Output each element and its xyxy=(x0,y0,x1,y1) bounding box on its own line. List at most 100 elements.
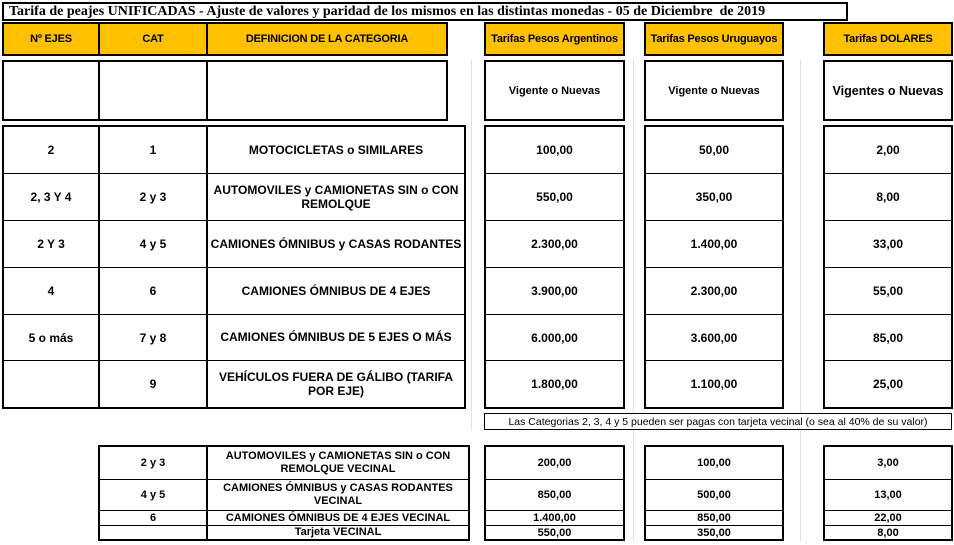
cell-definicion: AUTOMOVILES y CAMIONETAS SIN o CON REMOL… xyxy=(206,174,464,220)
column-header-cat: CAT xyxy=(98,24,206,54)
main-table-dolares: 2,00 8,00 33,00 55,00 85,00 25,00 xyxy=(823,125,953,409)
cell-tarifa-usd: 22,00 xyxy=(874,512,902,524)
cell-ejes: 2, 3 Y 4 xyxy=(30,190,72,204)
subheader-left-group xyxy=(2,60,448,121)
cell-tarifa-usd: 2,00 xyxy=(876,143,900,157)
table-row: 2,00 xyxy=(825,127,951,173)
empty-cell xyxy=(206,62,446,119)
cell-tarifa-uyu: 850,00 xyxy=(697,512,731,524)
table-row: 100,00 xyxy=(486,127,623,173)
cell-definicion: MOTOCICLETAS o SIMILARES xyxy=(206,127,464,173)
cell-tarifa-usd: 33,00 xyxy=(872,237,904,251)
main-table-left: 2 1 MOTOCICLETAS o SIMILARES 2, 3 Y 4 2 … xyxy=(2,125,466,409)
cell-cat: 7 y 8 xyxy=(98,315,206,360)
cell-cat: 6 xyxy=(149,512,157,524)
cell-ejes: 2 Y 3 xyxy=(37,237,65,251)
cell-tarifa-uyu: 100,00 xyxy=(697,457,731,469)
cell-ejes xyxy=(4,361,98,407)
table-row: 6 CAMIONES ÓMNIBUS DE 4 EJES VECINAL xyxy=(100,510,468,525)
cell-definicion: CAMIONES ÓMNIBUS DE 4 EJES xyxy=(206,268,464,314)
table-row: 350,00 xyxy=(646,525,782,539)
cell-tarifa-usd: 8,00 xyxy=(876,190,900,204)
gridline xyxy=(471,60,472,430)
cell-tarifa-usd: 25,00 xyxy=(872,377,904,391)
column-header-dolares: Tarifas DOLARES xyxy=(823,22,953,56)
table-row: 4 6 CAMIONES ÓMNIBUS DE 4 EJES xyxy=(4,267,464,314)
cell-tarifa-ars: 550,00 xyxy=(537,526,572,539)
column-header-definicion: DEFINICION DE LA CATEGORIA xyxy=(206,24,446,54)
cell-tarifa-ars: 6.000,00 xyxy=(531,330,578,345)
cell-tarifa-ars: 550,00 xyxy=(536,190,573,204)
subheader-uruguayos: Vigente o Nuevas xyxy=(644,60,784,121)
cell-definicion: CAMIONES ÓMNIBUS DE 4 EJES VECINAL xyxy=(206,511,468,525)
cell-tarifa-ars: 850,00 xyxy=(537,489,572,501)
cell-cat: 2 y 3 xyxy=(98,174,206,220)
cell-tarifa-ars: 1.400,00 xyxy=(533,512,576,524)
table-row: 1.100,00 xyxy=(646,360,782,407)
column-header-pesos-argentinos: Tarifas Pesos Argentinos xyxy=(484,22,625,56)
empty-cell xyxy=(98,62,206,119)
cell-cat: 2 y 3 xyxy=(140,457,166,469)
table-row: 25,00 xyxy=(825,360,951,407)
main-table-argentinos: 100,00 550,00 2.300,00 3.900,00 6.000,00… xyxy=(484,125,625,409)
table-row: 2.300,00 xyxy=(646,267,782,314)
subheader-argentinos: Vigente o Nuevas xyxy=(484,60,625,121)
table-row: 22,00 xyxy=(825,510,951,525)
cell-cat xyxy=(100,526,206,539)
cell-cat: 9 xyxy=(98,361,206,407)
table-row: 55,00 xyxy=(825,267,951,314)
vecinal-table-uruguayos: 100,00 500,00 850,00 350,00 xyxy=(644,445,784,541)
table-row: 13,00 xyxy=(825,479,951,510)
column-header-ejes: Nº EJES xyxy=(30,33,72,45)
cell-cat: 4 y 5 xyxy=(98,221,206,267)
cell-definicion: AUTOMOVILES y CAMIONETAS SIN o CON REMOL… xyxy=(206,447,468,479)
table-row: 5 o más 7 y 8 CAMIONES ÓMNIBUS DE 5 EJES… xyxy=(4,314,464,360)
cell-tarifa-ars: 200,00 xyxy=(537,457,572,469)
table-row: 2 1 MOTOCICLETAS o SIMILARES xyxy=(4,127,464,173)
table-row: 550,00 xyxy=(486,173,623,220)
cell-ejes: 2 xyxy=(47,143,55,157)
gridline xyxy=(800,60,801,541)
cell-cat: 1 xyxy=(98,127,206,173)
table-row: 9 VEHÍCULOS FUERA DE GÁLIBO (TARIFA POR … xyxy=(4,360,464,407)
main-table-uruguayos: 50,00 350,00 1.400,00 2.300,00 3.600,00 … xyxy=(644,125,784,409)
table-row: 50,00 xyxy=(646,127,782,173)
cell-tarifa-uyu: 1.400,00 xyxy=(690,237,738,251)
table-row: 6.000,00 xyxy=(486,314,623,360)
cell-tarifa-usd: 55,00 xyxy=(872,284,904,298)
table-row: 4 y 5 CAMIONES ÓMNIBUS y CASAS RODANTES … xyxy=(100,479,468,510)
subheader-dolares: Vigentes o Nuevas xyxy=(823,60,953,121)
table-row: 2.300,00 xyxy=(486,220,623,267)
page-title: Tarifa de peajes UNIFICADAS - Ajuste de … xyxy=(2,2,848,21)
cell-tarifa-uyu: 3.600,00 xyxy=(690,330,738,345)
table-row: 2 Y 3 4 y 5 CAMIONES ÓMNIBUS y CASAS ROD… xyxy=(4,220,464,267)
cell-tarifa-uyu: 1.100,00 xyxy=(690,377,738,391)
cell-tarifa-usd: 13,00 xyxy=(874,489,902,501)
table-row: 1.800,00 xyxy=(486,360,623,407)
cell-definicion: Tarjeta VECINAL xyxy=(206,526,468,539)
cell-tarifa-uyu: 50,00 xyxy=(698,143,730,157)
table-row: 200,00 xyxy=(486,447,623,479)
table-row: 8,00 xyxy=(825,173,951,220)
table-row: 850,00 xyxy=(646,510,782,525)
header-left-group: Nº EJES CAT DEFINICION DE LA CATEGORIA xyxy=(2,22,448,56)
vecinal-note: Las Categorias 2, 3, 4 y 5 pueden ser pa… xyxy=(484,413,952,430)
cell-definicion: VEHÍCULOS FUERA DE GÁLIBO (TARIFA POR EJ… xyxy=(206,361,464,407)
vecinal-table-argentinos: 200,00 850,00 1.400,00 550,00 xyxy=(484,445,625,541)
cell-cat: 6 xyxy=(98,268,206,314)
table-row: 85,00 xyxy=(825,314,951,360)
table-row: 500,00 xyxy=(646,479,782,510)
cell-definicion: CAMIONES ÓMNIBUS y CASAS RODANTES xyxy=(206,221,464,267)
cell-definicion: CAMIONES ÓMNIBUS y CASAS RODANTES VECINA… xyxy=(206,480,468,510)
vecinal-table-left: 2 y 3 AUTOMOVILES y CAMIONETAS SIN o CON… xyxy=(98,445,470,541)
cell-cat: 4 y 5 xyxy=(140,489,166,501)
table-row: 8,00 xyxy=(825,525,951,539)
table-row: 1.400,00 xyxy=(646,220,782,267)
table-row: 2 y 3 AUTOMOVILES y CAMIONETAS SIN o CON… xyxy=(100,447,468,479)
cell-tarifa-uyu: 350,00 xyxy=(697,526,731,539)
table-row: 3.900,00 xyxy=(486,267,623,314)
table-row: 350,00 xyxy=(646,173,782,220)
table-row: 3.600,00 xyxy=(646,314,782,360)
table-row: 3,00 xyxy=(825,447,951,479)
